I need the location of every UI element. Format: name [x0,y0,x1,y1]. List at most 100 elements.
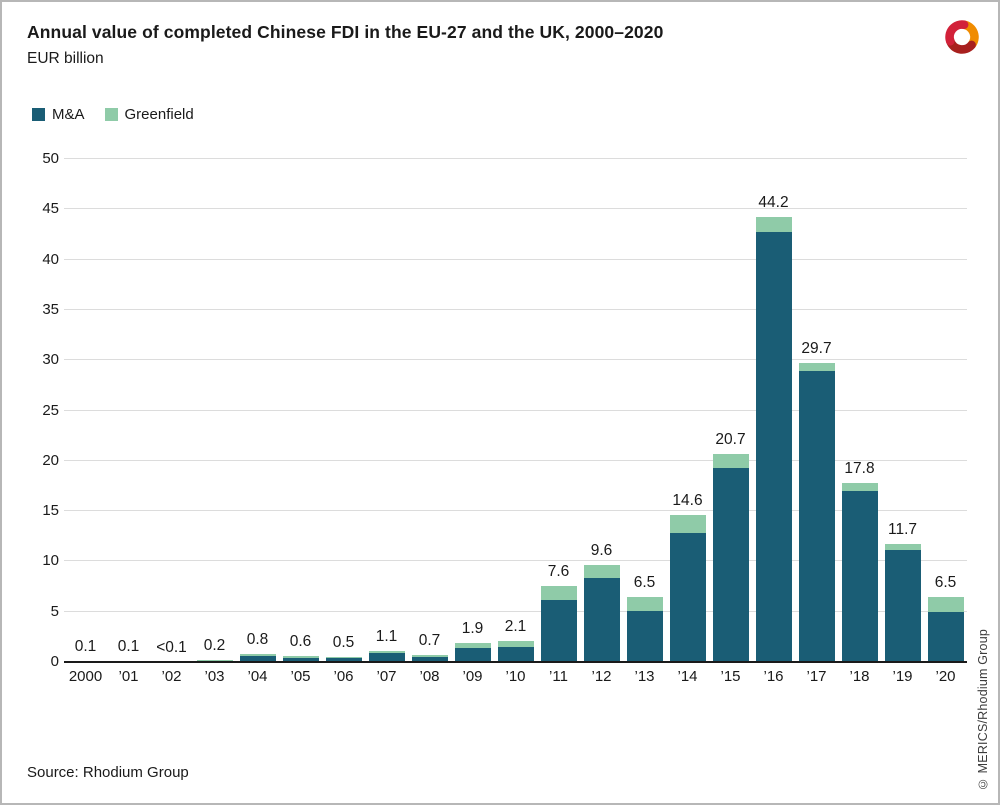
x-tick-label: ’18 [849,668,870,685]
x-tick-label: ’06 [333,668,354,685]
x-tick-label: ’01 [118,668,139,685]
bar-segment-greenfield [239,653,276,656]
bar-value-label: 11.7 [887,521,918,539]
x-tick-label: 2000 [68,668,103,685]
ma-swatch-icon [32,108,45,121]
y-tick-label: 30 [42,351,59,369]
y-tick-label: 10 [42,552,59,570]
bar-segment-greenfield [927,596,964,612]
x-tick-label: ’04 [247,668,268,685]
legend: M&A Greenfield [32,106,194,123]
legend-label-ma: M&A [52,106,85,123]
x-tick-label: ’07 [376,668,397,685]
gridline [64,359,967,361]
bar-value-label: 6.5 [633,573,656,591]
y-tick-label: 25 [42,401,59,419]
y-tick-label: 5 [50,602,59,620]
x-tick-label: ’17 [806,668,827,685]
bar-value-label: 0.1 [74,638,97,655]
bar-segment-ma [368,652,405,662]
bar-segment-ma [626,610,663,662]
merics-logo-icon [945,20,979,54]
bar-value-label: <0.1 [156,638,187,656]
bar-value-label: 1.9 [461,619,484,637]
gridline [64,560,967,562]
bar-segment-ma [884,550,921,662]
legend-label-greenfield: Greenfield [124,106,194,123]
gridline [64,409,967,411]
x-tick-label: ’13 [634,668,655,685]
y-tick-label: 45 [42,200,59,218]
x-axis-line [64,661,967,663]
y-tick-label: 50 [42,150,59,167]
bar-segment-greenfield [755,217,792,233]
bar-value-label: 20.7 [715,430,746,448]
x-tick-label: ’12 [591,668,612,685]
bar-segment-ma [712,467,749,662]
bar-segment-greenfield [626,596,663,611]
y-tick-label: 35 [42,300,59,318]
bar-value-label: 2.1 [504,617,527,635]
bar-segment-ma [411,657,448,662]
bar-value-label: 44.2 [758,194,789,212]
bar-value-label: 6.5 [934,573,957,591]
y-tick-label: 20 [42,451,59,469]
bar-segment-ma [239,655,276,662]
y-tick-label: 15 [42,502,59,520]
bar-value-label: 0.7 [418,631,441,649]
x-tick-label: ’09 [462,668,483,685]
bar-segment-greenfield [411,654,448,658]
bar-value-label: 0.6 [289,632,312,650]
bar-value-label: 0.1 [117,638,140,655]
source-note: Source: Rhodium Group [27,764,189,781]
bar-value-label: 0.5 [332,633,355,651]
bar-segment-ma [497,646,534,662]
x-tick-label: ’14 [677,668,698,685]
bar-segment-greenfield [454,642,491,648]
bar-value-label: 29.7 [801,340,832,358]
x-tick-label: ’11 [549,668,568,685]
legend-item-ma: M&A [32,106,85,123]
y-tick-label: 40 [42,250,59,268]
bar-segment-greenfield [669,515,706,534]
x-tick-label: ’02 [161,668,182,685]
legend-item-greenfield: Greenfield [104,106,194,123]
bar-segment-ma [583,577,620,662]
bar-segment-ma [755,232,792,662]
x-tick-label: ’15 [720,668,741,685]
plot-area: 0 5 10 15 20 25 30 35 40 45 50 0.1 2000 0.1 ’01 <0.1 ’02… [42,150,967,685]
x-tick-label: ’03 [204,668,225,685]
x-tick-label: ’19 [892,668,913,685]
x-tick-label: ’16 [763,668,784,685]
bar-segment-ma [540,599,577,662]
bar-value-label: 1.1 [375,627,398,645]
bar-value-label: 9.6 [590,542,613,560]
x-tick-label: ’08 [419,668,440,685]
bar-segment-greenfield [712,453,749,468]
bar-segment-greenfield [368,650,405,653]
gridline [64,610,967,612]
bar-segment-greenfield [540,585,577,600]
bar-value-label: 0.2 [203,637,226,654]
y-tick-label: 0 [50,653,59,670]
bar-segment-ma [798,371,835,662]
bar-segment-greenfield [583,565,620,578]
bar-segment-ma [669,533,706,662]
gridline [64,158,967,159]
bar-segment-greenfield [497,640,534,647]
bar-segment-ma [927,611,964,662]
bar-segment-ma [325,657,362,662]
bar-value-label: 17.8 [844,459,875,477]
x-tick-label: ’05 [290,668,311,685]
gridline [64,308,967,310]
bar-segment-ma [454,647,491,662]
x-tick-label: ’20 [935,668,956,685]
gridline [64,459,967,461]
bar-segment-ma [841,490,878,662]
greenfield-swatch-icon [104,108,118,121]
bar-segment-greenfield [325,656,362,658]
chart-subtitle: EUR billion [27,50,104,67]
gridline [64,258,967,260]
bar-segment-greenfield [841,482,878,491]
